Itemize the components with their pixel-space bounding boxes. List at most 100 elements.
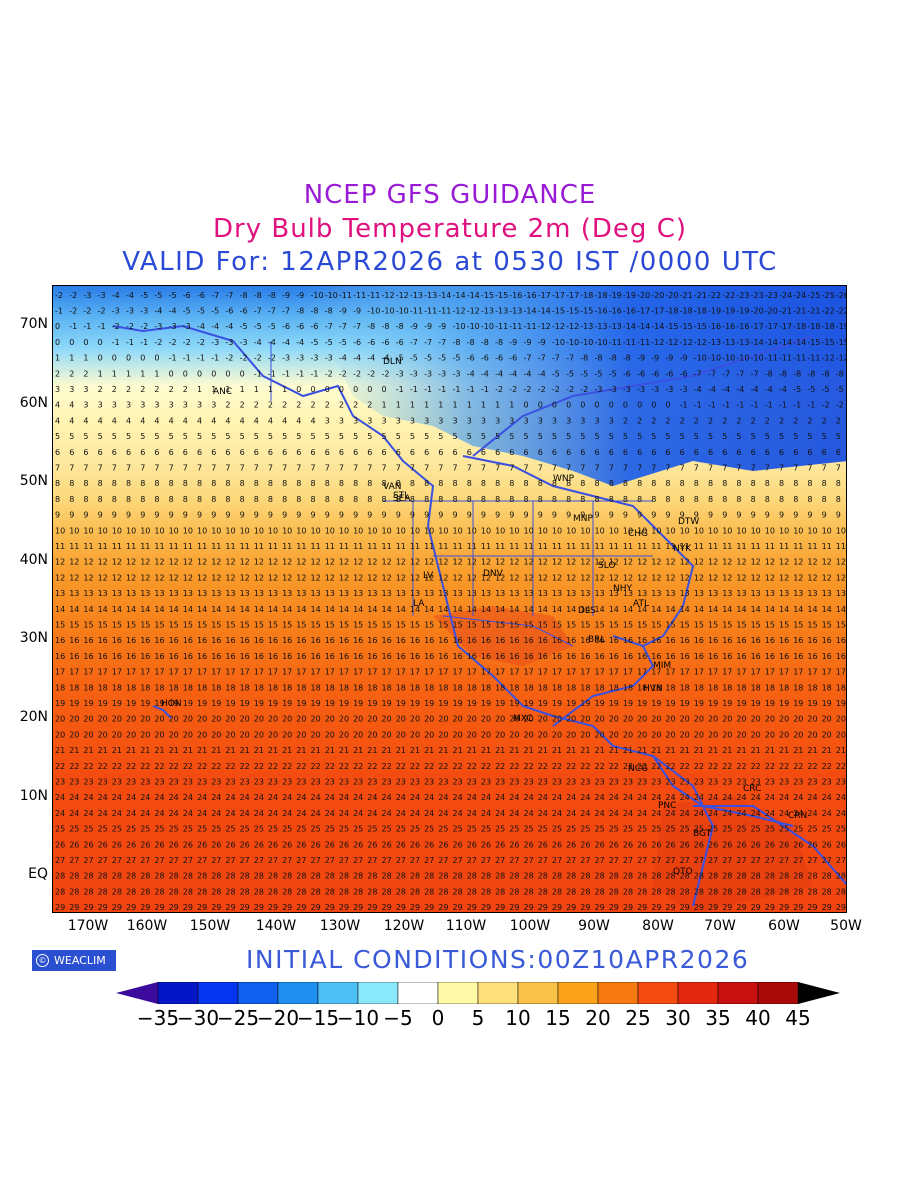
grid-value: -8 <box>268 291 276 300</box>
grid-value: 28 <box>169 872 179 881</box>
grid-value: 20 <box>751 715 761 724</box>
grid-value: 26 <box>509 840 519 849</box>
grid-value: 20 <box>83 715 93 724</box>
grid-value: -1 <box>69 322 77 331</box>
grid-value: 13 <box>453 589 463 598</box>
grid-value: -3 <box>112 307 120 316</box>
grid-value: 14 <box>254 605 264 614</box>
grid-value: 16 <box>509 652 519 661</box>
grid-value: 0 <box>325 385 330 394</box>
grid-value: -1 <box>268 369 276 378</box>
grid-value: 24 <box>254 809 264 818</box>
grid-value: 12 <box>240 558 250 567</box>
grid-value: 29 <box>722 903 732 912</box>
grid-value: 16 <box>296 636 306 645</box>
grid-value: 11 <box>410 542 420 551</box>
grid-value: 5 <box>140 432 145 441</box>
grid-value: 21 <box>793 746 803 755</box>
lon-label-100w: 100W <box>509 918 551 934</box>
lat-label-40n: 40N <box>19 552 48 568</box>
grid-value: 13 <box>410 589 420 598</box>
grid-value: 9 <box>467 511 472 520</box>
grid-value: 2 <box>311 401 316 410</box>
grid-value: 13 <box>424 589 434 598</box>
grid-value: 12 <box>524 558 534 567</box>
grid-value: 18 <box>169 683 179 692</box>
grid-value: 10 <box>609 526 619 535</box>
grid-value: -17 <box>637 307 650 316</box>
grid-value: 3 <box>112 401 117 410</box>
grid-value: 18 <box>154 683 164 692</box>
lat-label-30n: 30N <box>19 630 48 646</box>
grid-value: 9 <box>282 511 287 520</box>
grid-value: 2 <box>268 401 273 410</box>
grid-value: 12 <box>453 573 463 582</box>
grid-value: -4 <box>481 369 489 378</box>
grid-value: 20 <box>69 730 79 739</box>
grid-value: 20 <box>623 730 633 739</box>
grid-value: -8 <box>481 338 489 347</box>
grid-value: 9 <box>438 511 443 520</box>
grid-value: 8 <box>325 495 330 504</box>
grid-value: 9 <box>140 511 145 520</box>
grid-value: 28 <box>382 872 392 881</box>
grid-value: 28 <box>595 872 605 881</box>
grid-value: 16 <box>367 636 377 645</box>
colorbar-label: −35 <box>136 1006 180 1030</box>
grid-value: 9 <box>595 511 600 520</box>
grid-value: -12 <box>651 338 664 347</box>
grid-value: -14 <box>623 322 636 331</box>
grid-value: -8 <box>311 307 319 316</box>
grid-value: -17 <box>566 291 579 300</box>
grid-value: 22 <box>481 762 491 771</box>
grid-value: 13 <box>225 589 235 598</box>
grid-value: 24 <box>154 793 164 802</box>
grid-value: 20 <box>367 715 377 724</box>
grid-value: 17 <box>438 668 448 677</box>
grid-value: 12 <box>410 558 420 567</box>
grid-value: 10 <box>793 526 803 535</box>
grid-value: 24 <box>580 793 590 802</box>
grid-value: 7 <box>623 464 628 473</box>
grid-value: 5 <box>453 432 458 441</box>
grid-value: 12 <box>807 558 817 567</box>
grid-value: -20 <box>765 307 778 316</box>
grid-value: 3 <box>538 416 543 425</box>
grid-value: 4 <box>311 416 316 425</box>
grid-value: 7 <box>580 464 585 473</box>
grid-value: 5 <box>382 432 387 441</box>
grid-value: 11 <box>424 542 434 551</box>
grid-value: 24 <box>325 793 335 802</box>
grid-value: 13 <box>552 589 562 598</box>
grid-value: 28 <box>83 872 93 881</box>
grid-value: 12 <box>665 558 675 567</box>
lat-label-70n: 70N <box>19 316 48 332</box>
grid-value: 24 <box>836 793 846 802</box>
grid-value: -3 <box>438 369 446 378</box>
grid-value: 5 <box>169 432 174 441</box>
grid-value: 10 <box>807 526 817 535</box>
grid-value: 19 <box>580 699 590 708</box>
grid-value: 6 <box>225 448 230 457</box>
grid-value: 24 <box>509 809 519 818</box>
grid-value: 9 <box>296 511 301 520</box>
grid-value: 21 <box>296 746 306 755</box>
grid-value: -11 <box>637 338 650 347</box>
grid-value: 20 <box>793 715 803 724</box>
grid-value: 8 <box>438 479 443 488</box>
grid-value: 3 <box>424 416 429 425</box>
grid-value: 8 <box>311 479 316 488</box>
grid-value: 16 <box>353 652 363 661</box>
colorbar-segment <box>557 982 599 1004</box>
grid-value: 25 <box>169 825 179 834</box>
grid-value: 27 <box>609 856 619 865</box>
grid-value: 13 <box>495 589 505 598</box>
grid-value: 19 <box>453 699 463 708</box>
grid-value: 13 <box>736 589 746 598</box>
grid-value: -8 <box>765 369 773 378</box>
grid-value: 19 <box>225 699 235 708</box>
grid-value: 19 <box>623 699 633 708</box>
station-label: NCG <box>628 764 648 774</box>
grid-value: 15 <box>55 621 65 630</box>
grid-value: 28 <box>225 872 235 881</box>
